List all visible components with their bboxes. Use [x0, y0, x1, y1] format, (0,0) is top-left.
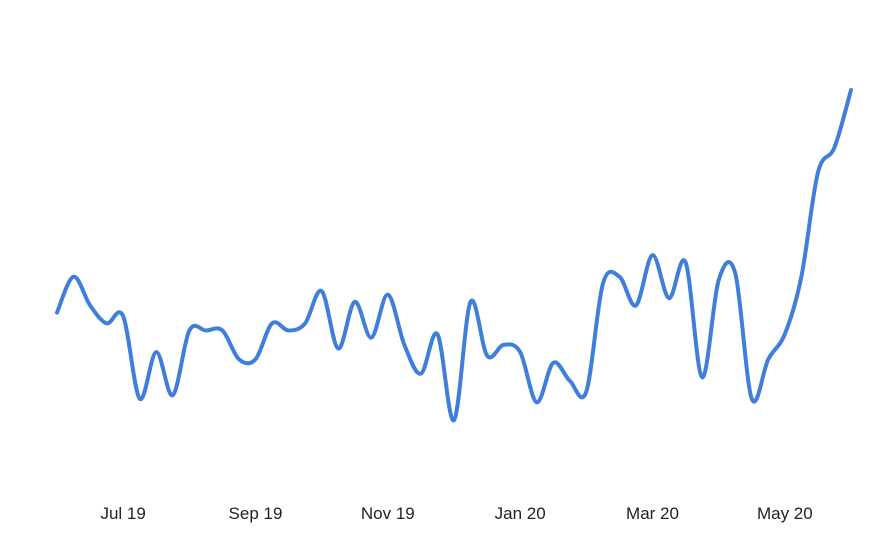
- x-tick-label: Mar 20: [626, 504, 679, 523]
- data-point-45: [798, 274, 804, 280]
- x-tick-label: Sep 19: [229, 504, 283, 523]
- data-point-42: [749, 396, 755, 402]
- data-point-43: [765, 356, 771, 362]
- x-axis-tick-labels: Jul 19 Sep 19 Nov 19 Jan 20 Mar 20 May 20: [100, 504, 812, 523]
- data-point-13: [269, 320, 275, 326]
- data-point-30: [550, 360, 556, 366]
- data-point-40: [716, 277, 722, 283]
- data-point-5: [137, 396, 143, 402]
- data-point-10: [219, 328, 225, 334]
- data-point-47: [831, 144, 837, 150]
- data-point-20: [385, 292, 391, 298]
- data-point-26: [484, 353, 490, 359]
- data-point-29: [534, 399, 540, 405]
- data-point-27: [501, 342, 507, 348]
- data-point-25: [468, 299, 474, 305]
- x-tick-label: Jan 20: [495, 504, 546, 523]
- data-point-19: [368, 335, 374, 341]
- data-point-22: [418, 371, 424, 377]
- data-point-8: [186, 328, 192, 334]
- x-tick-label: May 20: [757, 504, 813, 523]
- data-point-23: [434, 331, 440, 337]
- data-point-28: [517, 349, 523, 355]
- x-tick-label: Jul 19: [100, 504, 145, 523]
- data-point-39: [699, 374, 705, 380]
- data-point-2: [87, 302, 93, 308]
- data-point-17: [335, 345, 341, 351]
- data-point-38: [683, 259, 689, 265]
- data-point-4: [120, 313, 126, 319]
- data-point-6: [153, 349, 159, 355]
- series-line-0: [55, 88, 853, 423]
- data-point-33: [600, 281, 606, 287]
- data-point-9: [203, 328, 209, 334]
- data-point-21: [401, 342, 407, 348]
- data-point-31: [567, 378, 573, 384]
- data-point-24: [451, 417, 457, 423]
- data-point-12: [253, 356, 259, 362]
- data-point-32: [583, 389, 589, 395]
- data-point-3: [104, 320, 110, 326]
- data-point-1: [71, 274, 77, 280]
- data-point-35: [633, 302, 639, 308]
- data-point-18: [352, 299, 358, 305]
- data-point-36: [650, 252, 656, 258]
- data-point-14: [286, 328, 292, 334]
- series-layer: [54, 87, 854, 423]
- data-point-41: [732, 270, 738, 276]
- data-point-46: [815, 170, 821, 176]
- data-point-34: [616, 274, 622, 280]
- data-point-7: [170, 392, 176, 398]
- data-point-48: [848, 87, 854, 93]
- data-point-15: [302, 320, 308, 326]
- data-point-0: [54, 310, 60, 316]
- data-point-16: [319, 288, 325, 294]
- data-point-44: [782, 331, 788, 337]
- data-point-37: [666, 295, 672, 301]
- x-tick-label: Nov 19: [361, 504, 415, 523]
- data-point-11: [236, 356, 242, 362]
